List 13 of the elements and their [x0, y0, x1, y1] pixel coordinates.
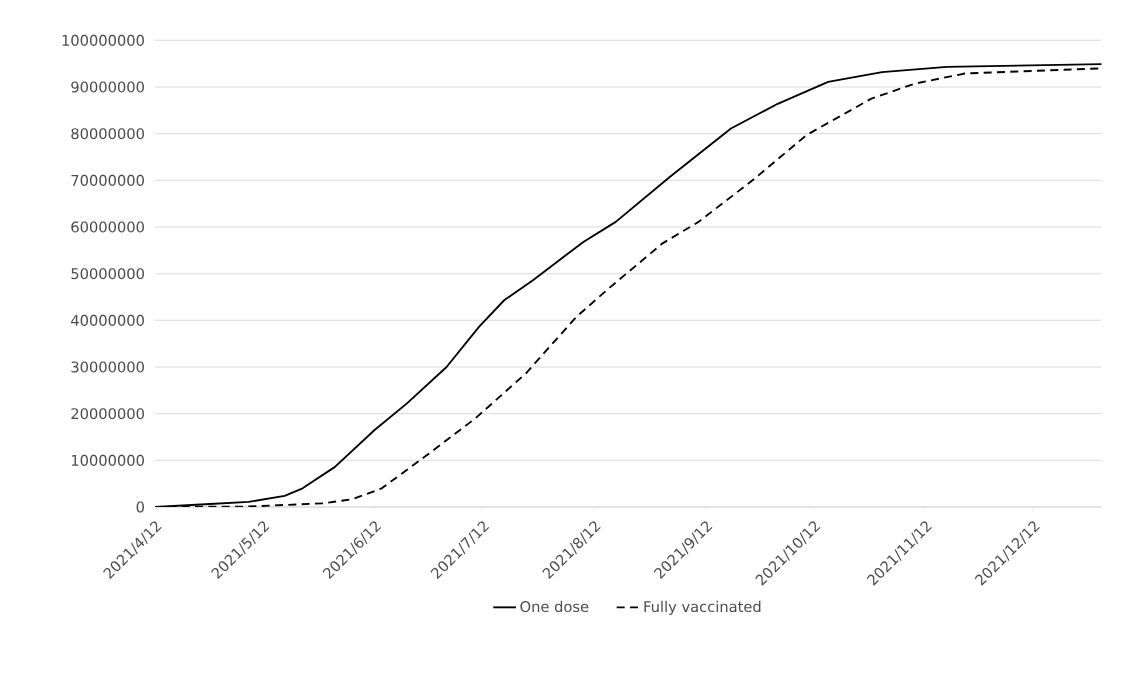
y-tick-label: 90000000 — [71, 81, 144, 93]
y-tick-label: 30000000 — [71, 361, 144, 373]
y-tick-label: 60000000 — [71, 221, 144, 233]
y-tick-label: 50000000 — [71, 268, 144, 280]
y-tick-label: 40000000 — [71, 314, 144, 326]
legend-label: Fully vaccinated — [644, 600, 761, 615]
legend-label: One dose — [520, 600, 589, 613]
y-tick-label: 80000000 — [71, 128, 144, 140]
y-tick-label: 100000000 — [62, 34, 144, 46]
y-tick-label: 20000000 — [71, 408, 144, 420]
y-tick-label: 10000000 — [71, 454, 144, 466]
y-tick-label: 70000000 — [71, 174, 144, 186]
y-tick-label: 0 — [136, 501, 144, 513]
